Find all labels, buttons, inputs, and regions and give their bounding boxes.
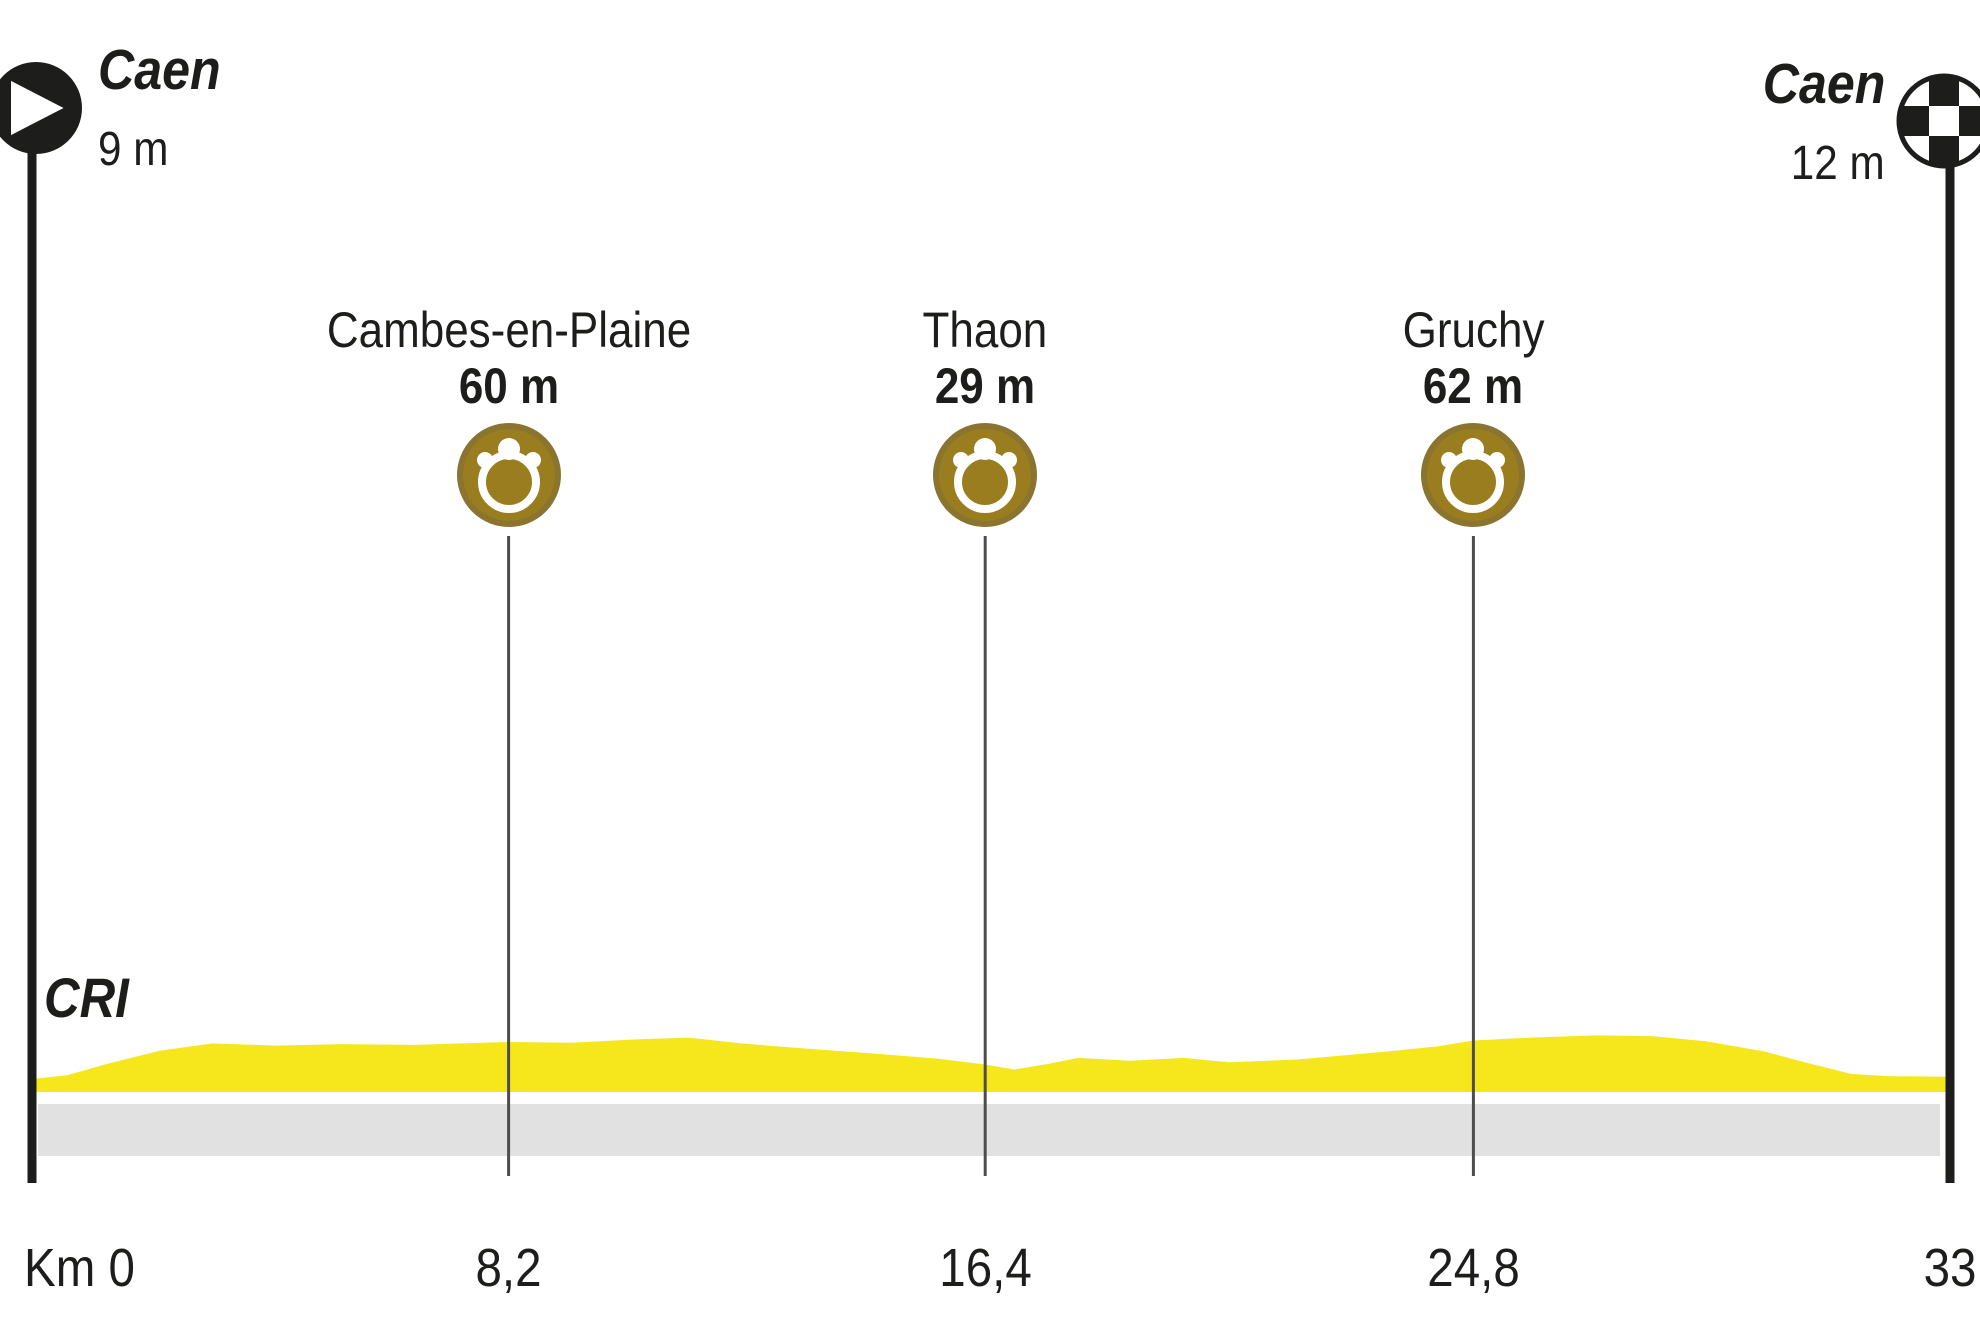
checkpoint-elevation: 60 m xyxy=(458,358,559,414)
stopwatch-icon xyxy=(1421,423,1526,527)
stopwatch-icon xyxy=(933,423,1038,527)
checkpoint-elevation: 29 m xyxy=(935,358,1036,414)
stopwatch-icon xyxy=(456,423,561,527)
checkpoint-elevation: 62 m xyxy=(1423,358,1524,414)
checkpoint-lines xyxy=(507,536,1475,1176)
axis-label-finish: 33 xyxy=(1923,1238,1977,1298)
axis-label-8-2: 8,2 xyxy=(475,1238,542,1298)
checkpoint-thaon: Thaon 29 m xyxy=(685,302,1285,528)
start-label-block: Caen 9 m xyxy=(98,38,237,176)
checkpoint-name: Thaon xyxy=(922,302,1048,358)
checkpoint-name: Gruchy xyxy=(1402,302,1545,358)
axis-label-16-4: 16,4 xyxy=(938,1238,1032,1298)
elevation-profile-area xyxy=(32,1035,1950,1092)
checkpoint-cambes: Cambes-en-Plaine 60 m xyxy=(209,302,809,528)
stage-type-label: CRI xyxy=(44,966,129,1029)
axis-label-start: Km 0 xyxy=(24,1238,135,1298)
checkpoint-gruchy: Gruchy 62 m xyxy=(1173,302,1773,528)
km-axis: Km 0 8,2 16,4 24,8 33 xyxy=(0,1236,1980,1316)
checkpoint-name: Cambes-en-Plaine xyxy=(326,302,691,358)
start-elevation: 9 m xyxy=(98,123,169,176)
finish-pole xyxy=(1945,166,1955,1183)
axis-label-24-8: 24,8 xyxy=(1427,1238,1520,1298)
start-flag-icon xyxy=(0,62,82,154)
finish-flag-icon xyxy=(1896,73,1980,169)
finish-label-block: Caen 12 m xyxy=(1746,52,1885,190)
finish-elevation: 12 m xyxy=(1791,137,1885,190)
ground-band xyxy=(38,1104,1940,1156)
finish-city: Caen xyxy=(1762,52,1885,116)
start-city: Caen xyxy=(98,38,221,102)
start-pole xyxy=(27,148,37,1183)
